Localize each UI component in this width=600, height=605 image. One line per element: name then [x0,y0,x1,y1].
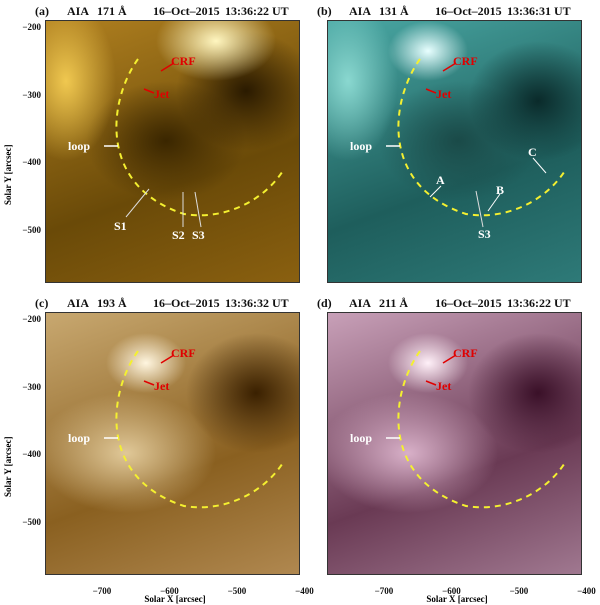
panel-date: 16–Oct–2015 [435,296,502,310]
label-c: C [528,145,537,159]
annotation-overlay [386,350,567,509]
x-tick-label: −500 [509,586,529,596]
b-arrow [487,193,501,212]
jet-arrow [425,380,437,386]
label-jet: Jet [436,87,452,101]
label-loop: loop [68,139,91,153]
panel-wavelength: 131 Å [379,4,409,18]
crf-arrow [442,354,457,364]
s3-pointer [475,190,484,228]
label-loop: loop [68,431,91,445]
panel-time: 13:36:22 UT [507,296,571,310]
label-loop: loop [350,431,373,445]
annotation-overlay [104,350,285,509]
label-crf: CRF [453,346,478,360]
panel-date: 16–Oct–2015 [435,4,502,18]
jet-arrow [143,380,155,386]
label-loop: loop [350,139,373,153]
crf-arrow [442,62,457,72]
crf-arrow [160,354,175,364]
y-tick-label: −400 [22,157,41,167]
panel-letter: (d) [317,296,332,310]
panel-date: 16–Oct–2015 [153,4,220,18]
x-tick-label: −700 [374,586,394,596]
x-tick-label: −400 [577,586,596,596]
panel-wavelength: 193 Å [97,296,127,310]
label-s2: S2 [172,228,185,242]
image-panel-c: CRF Jet loop [45,312,300,575]
panel-instrument: AIA [349,296,372,310]
panel-letter: (c) [35,296,49,310]
image-panel-a: CRF Jet loop S1 S2 S3 [45,20,300,283]
panel-time: 13:36:32 UT [225,296,289,310]
loop-dashed-curve [397,350,567,509]
y-axis-label: Solar Y [arcsec] [3,436,13,497]
x-tick-label: −600 [442,586,461,596]
y-tick-label: −300 [22,381,41,392]
x-tick-label: −700 [92,586,112,596]
panel-wavelength: 171 Å [97,4,127,18]
s1-pointer [125,188,150,218]
loop-dashed-curve [115,350,285,509]
label-jet: Jet [154,87,170,101]
y-tick-label: −400 [22,449,41,459]
label-s3: S3 [478,227,491,241]
y-tick-label: −300 [22,89,41,100]
y-tick-label: −500 [22,516,41,527]
panel-date: 16–Oct–2015 [153,296,220,310]
x-tick-label: −500 [227,586,247,596]
label-s1: S1 [114,219,127,233]
label-crf: CRF [171,346,196,360]
x-axis-label: Solar X [arcsec] [144,594,206,604]
image-panel-d: CRF Jet loop [327,312,582,575]
y-tick-label: −500 [22,224,41,235]
image-panel-b: CRF Jet loop A B C S3 [327,20,582,283]
panel-instrument: AIA [349,4,372,18]
label-crf: CRF [453,54,478,68]
label-jet: Jet [436,379,452,393]
label-b: B [496,183,505,197]
panel-time: 13:36:31 UT [507,4,571,18]
a-arrow [429,185,442,198]
x-tick-label: −400 [295,586,314,596]
label-s3: S3 [192,228,205,242]
y-axis-label: Solar Y [arcsec] [3,144,13,205]
label-jet: Jet [154,379,170,393]
label-a: A [436,173,445,187]
s3-pointer [194,191,202,228]
y-tick-label: −200 [22,314,41,324]
panel-instrument: AIA [67,4,90,18]
crf-arrow [160,62,175,72]
loop-dashed-curve [397,58,567,217]
panel-wavelength: 211 Å [379,296,409,310]
y-tick-label: −200 [22,22,41,32]
x-tick-label: −600 [160,586,179,596]
panel-instrument: AIA [67,296,90,310]
label-crf: CRF [171,54,196,68]
c-arrow [532,157,547,174]
panel-time: 13:36:22 UT [225,4,289,18]
loop-dashed-curve [115,58,285,217]
x-axis-label: Solar X [arcsec] [426,594,488,604]
jet-arrow [143,88,155,94]
panel-letter: (a) [35,4,49,18]
annotation-overlay [386,58,567,228]
jet-arrow [425,88,437,94]
panel-letter: (b) [317,4,332,18]
annotation-overlay [104,58,285,228]
